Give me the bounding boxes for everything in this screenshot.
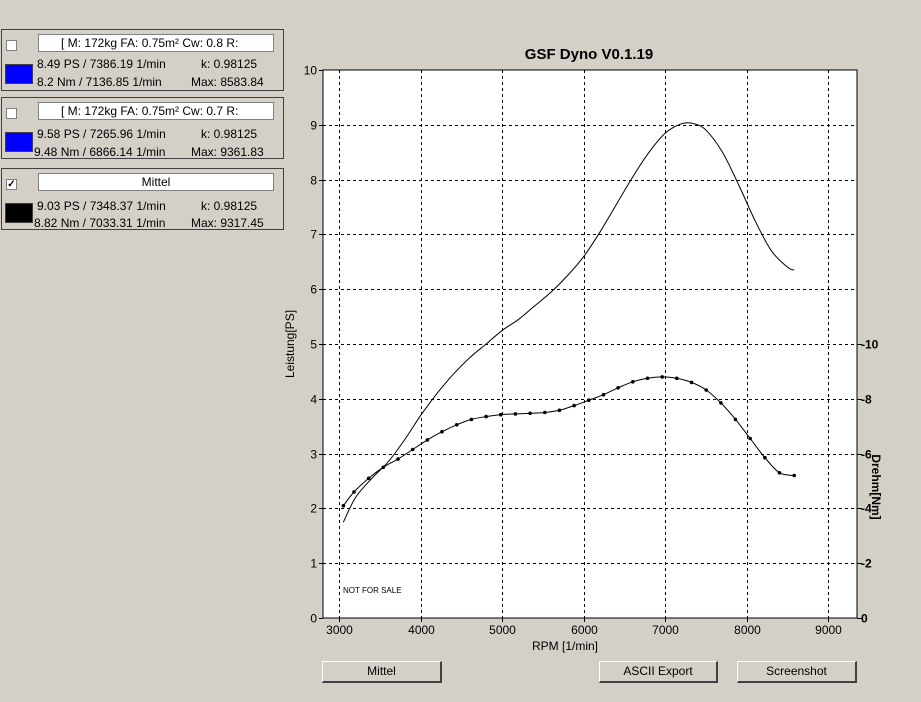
torque-point — [601, 392, 606, 397]
x-tick-label: 5000 — [489, 623, 516, 637]
torque-point — [689, 380, 694, 385]
run-1-power-peak: 8.49 PS / 7386.19 1/min — [37, 57, 166, 71]
torque-point — [631, 380, 635, 384]
run-1-max-rpm: Max: 8583.84 — [191, 75, 264, 89]
run-panel-mittel: ✓ Mittel 9.03 PS / 7348.37 1/min k: 0.98… — [1, 168, 284, 230]
y-tick-label: 6 — [310, 283, 317, 297]
torque-point — [381, 465, 386, 470]
run-3-checkbox[interactable]: ✓ — [6, 179, 17, 190]
y2-tick-label: -6 — [861, 448, 872, 462]
run-1-checkbox[interactable] — [6, 40, 17, 51]
run-3-name-field[interactable]: Mittel — [38, 173, 274, 191]
x-tick-label: 8000 — [734, 623, 761, 637]
y-tick-label: 3 — [310, 448, 317, 462]
watermark: NOT FOR SALE — [343, 586, 402, 595]
x-tick-label: 3000 — [326, 623, 353, 637]
run-3-max-rpm: Max: 9317.45 — [191, 216, 264, 230]
run-3-power-peak: 9.03 PS / 7348.37 1/min — [37, 199, 166, 213]
y-tick-label: 8 — [310, 174, 317, 188]
torque-point — [587, 398, 591, 403]
x-tick-label: 4000 — [408, 623, 435, 637]
run-3-k-factor: k: 0.98125 — [201, 199, 258, 213]
torque-point — [616, 386, 620, 390]
run-1-torque-peak: 8.2 Nm / 7136.85 1/min — [37, 75, 162, 89]
x-tick-label: 6000 — [571, 623, 598, 637]
dyno-chart: GSF Dyno V0.1.19 3000 4000 5000 6000 7000 800… — [283, 46, 883, 653]
torque-point — [543, 410, 547, 415]
torque-point — [777, 471, 782, 475]
run-2-k-factor: k: 0.98125 — [201, 127, 258, 141]
x-tick-label: 7000 — [652, 623, 679, 637]
torque-point — [366, 476, 371, 481]
torque-point — [645, 376, 650, 381]
y2-tick-label: -4 — [861, 502, 872, 516]
torque-point — [425, 438, 430, 442]
x-tick-label: 9000 — [815, 623, 842, 637]
torque-point — [748, 436, 752, 441]
run-3-color-swatch[interactable] — [5, 203, 33, 223]
torque-point — [792, 473, 796, 478]
series-line-leistung — [342, 122, 795, 523]
run-panel-1: [ M: 172kg FA: 0.75m² Cw: 0.8 R: 8.49 PS… — [1, 29, 284, 91]
run-panel-2: [ M: 172kg FA: 0.75m² Cw: 0.7 R: 9.58 PS… — [1, 97, 284, 159]
torque-point — [733, 417, 738, 422]
torque-point — [341, 503, 346, 508]
torque-point — [675, 376, 679, 381]
y2-axis-label: Drehm[Nm] — [869, 454, 883, 519]
y-tick-label: 2 — [310, 502, 317, 516]
x-axis-label: RPM [1/min] — [532, 639, 598, 653]
y-tick-label: 0 — [310, 612, 317, 626]
torque-point — [410, 447, 415, 452]
run-2-max-rpm: Max: 9361.83 — [191, 145, 264, 159]
run-2-torque-peak: 9.48 Nm / 6866.14 1/min — [34, 145, 166, 159]
run-2-checkbox[interactable] — [6, 108, 17, 119]
torque-point — [469, 417, 474, 422]
run-2-name-field[interactable]: [ M: 172kg FA: 0.75m² Cw: 0.7 R: — [38, 102, 274, 120]
torque-point — [352, 490, 356, 494]
y2-tick-label: -10 — [861, 338, 879, 352]
y-tick-label: 10 — [304, 64, 318, 78]
ticks-layer: 3000 4000 5000 6000 7000 8000 9000 0 1 2 3 4 5 6 7 8 9 10… — [304, 64, 879, 638]
torque-point — [513, 412, 518, 416]
y-axis-label: Leistung[PS] — [283, 310, 297, 378]
chart-title: GSF Dyno V0.1.19 — [525, 46, 653, 63]
torque-point — [719, 401, 723, 405]
torque-point — [484, 414, 488, 419]
torque-point — [440, 429, 444, 434]
torque-point — [396, 457, 400, 461]
y2-tick-label: -2 — [861, 557, 872, 571]
run-2-color-swatch[interactable] — [5, 132, 33, 152]
ascii-export-button[interactable]: ASCII Export — [599, 661, 718, 683]
mittel-button[interactable]: Mittel — [322, 661, 442, 683]
torque-point — [454, 423, 459, 427]
torque-point — [572, 403, 576, 408]
run-1-name-field[interactable]: [ M: 172kg FA: 0.75m² Cw: 0.8 R: — [38, 34, 274, 52]
y-tick-label: 9 — [310, 119, 317, 133]
torque-point — [498, 412, 503, 417]
torque-point — [557, 408, 562, 413]
torque-point — [528, 411, 532, 416]
y2-tick-label: 0 — [861, 612, 868, 626]
y2-tick-label: -8 — [861, 393, 872, 407]
y-tick-label: 5 — [310, 338, 317, 352]
run-1-color-swatch[interactable] — [5, 64, 33, 84]
y-tick-label: 7 — [310, 228, 317, 242]
run-1-k-factor: k: 0.98125 — [201, 57, 258, 71]
series-layer — [341, 122, 796, 523]
torque-point — [660, 375, 664, 379]
y-tick-label: 4 — [310, 393, 317, 407]
screenshot-button[interactable]: Screenshot — [737, 661, 857, 683]
torque-point — [763, 455, 767, 460]
y-tick-label: 1 — [310, 557, 317, 571]
run-3-torque-peak: 8.82 Nm / 7033.31 1/min — [34, 216, 166, 230]
torque-point — [704, 388, 708, 392]
run-2-power-peak: 9.58 PS / 7265.96 1/min — [37, 127, 166, 141]
